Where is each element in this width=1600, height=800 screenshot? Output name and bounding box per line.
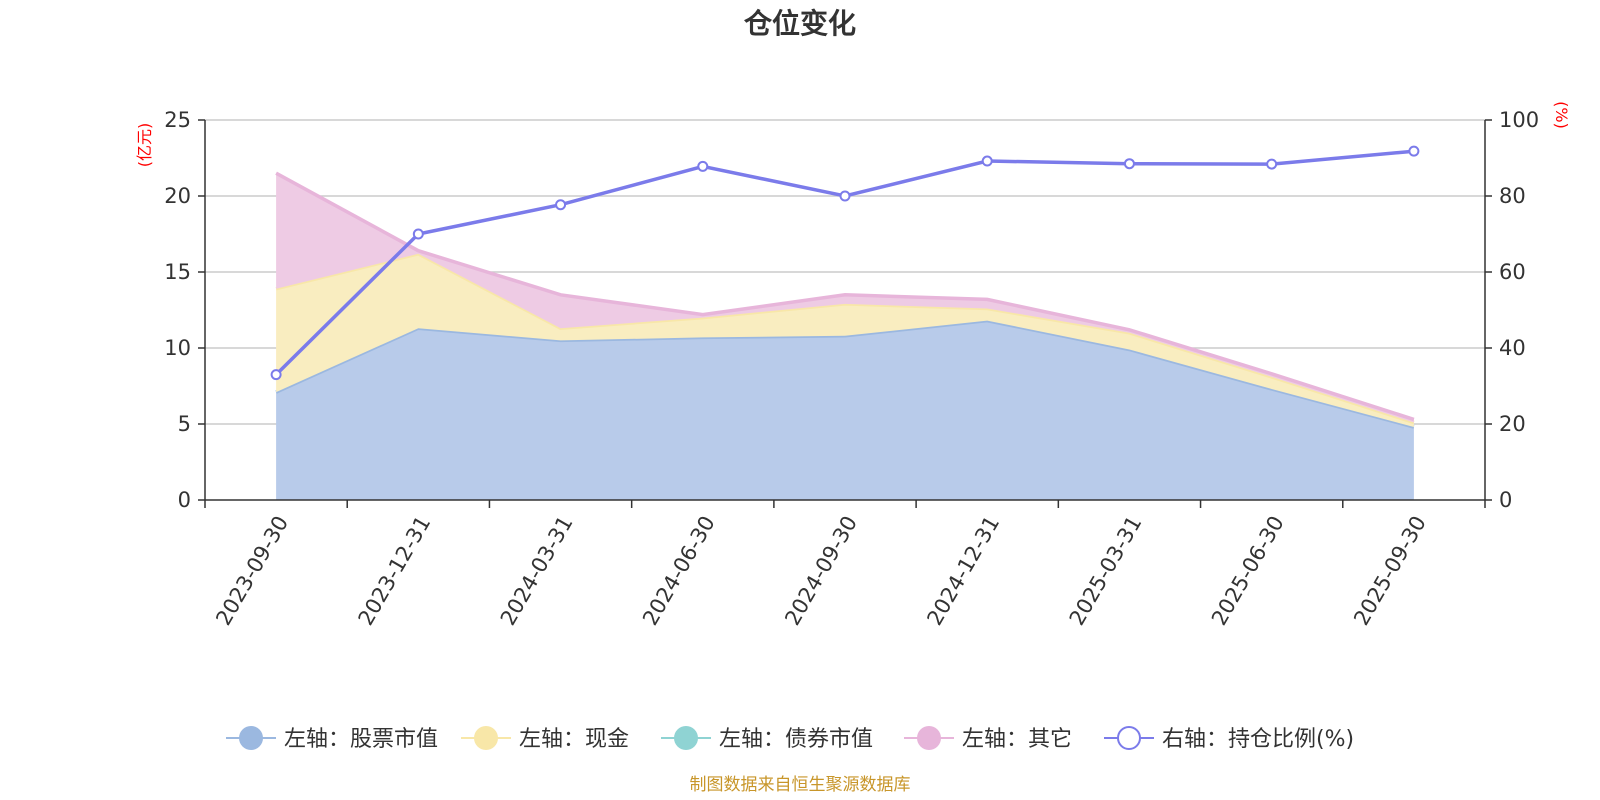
right-axis-tick-label: 0: [1499, 488, 1512, 512]
legend-marker: [474, 726, 498, 750]
x-axis-label: 2024-06-30: [638, 512, 720, 630]
chart-title: 仓位变化: [744, 7, 856, 40]
x-axis-label: 2024-09-30: [780, 512, 862, 630]
holding-ratio-point: [412, 228, 424, 240]
legend-label: 左轴：股票市值: [284, 727, 438, 752]
x-axis-label: 2025-09-30: [1349, 512, 1431, 630]
x-axis-label: 2023-09-30: [211, 512, 293, 630]
other-edge: [275, 171, 1415, 422]
legend-marker: [1117, 726, 1141, 750]
legend-label: 左轴：现金: [519, 727, 629, 752]
left-axis-tick-label: 20: [164, 184, 191, 208]
right-axis-tick-label: 20: [1499, 412, 1526, 436]
other-area: [276, 173, 1414, 423]
holding-ratio-point: [270, 369, 282, 381]
right-axis-tick-label: 80: [1499, 184, 1526, 208]
left-axis-tick-label: 25: [164, 108, 191, 132]
legend: 左轴：股票市值 左轴：现金 左轴：债券市值 左轴：其它 右轴：持仓比例(%): [226, 726, 1354, 752]
data-source-note: 制图数据来自恒生聚源数据库: [690, 775, 911, 795]
right-axis-unit: (%): [1552, 101, 1571, 129]
ratio-line-group: [270, 145, 1420, 381]
stacked-areas: [275, 171, 1415, 500]
legend-label: 左轴：债券市值: [719, 727, 873, 752]
x-axis-label: 2023-12-31: [354, 512, 436, 630]
legend-marker: [674, 726, 698, 750]
legend-label: 右轴：持仓比例(%): [1162, 727, 1354, 752]
left-axis-unit: (亿元): [135, 123, 154, 168]
holding-ratio-point: [1266, 158, 1278, 170]
cash-area: [276, 253, 1414, 427]
right-axis-tick-label: 60: [1499, 260, 1526, 284]
left-axis-tick-label: 0: [178, 488, 191, 512]
holding-ratio-point: [555, 199, 567, 211]
legend-label: 左轴：其它: [962, 727, 1072, 752]
holding-ratio-point: [981, 155, 993, 167]
right-axis-tick-label: 100: [1499, 108, 1539, 132]
stock-value-area: [276, 320, 1414, 500]
holding-ratio-point: [1123, 158, 1135, 170]
legend-marker: [239, 726, 263, 750]
holding-ratio-point: [1408, 145, 1420, 157]
x-axis-label: 2025-06-30: [1207, 512, 1289, 630]
legend-marker: [917, 726, 941, 750]
left-axis-tick-label: 15: [164, 260, 191, 284]
holding-ratio-point: [839, 190, 851, 202]
right-axis-tick-label: 40: [1499, 336, 1526, 360]
x-axis-label: 2024-03-31: [496, 512, 578, 630]
left-axis-tick-label: 10: [164, 336, 191, 360]
left-axis-tick-label: 5: [178, 412, 191, 436]
x-axis-label: 2025-03-31: [1065, 512, 1147, 630]
x-axis-label: 2024-12-31: [922, 512, 1004, 630]
holding-ratio-point: [697, 160, 709, 172]
